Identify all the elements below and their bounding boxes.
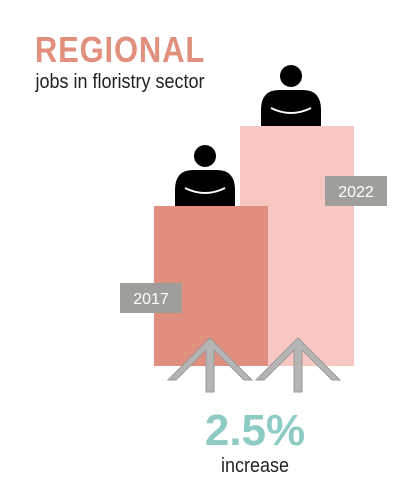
change-note: increase: [220, 455, 290, 477]
person-icon: [261, 65, 321, 126]
chart-title: REGIONAL: [34, 29, 206, 70]
chart-subtitle: jobs in floristry sector: [35, 71, 205, 93]
person-icon: [175, 145, 235, 206]
up-arrows: [166, 337, 342, 393]
change-value: 2.5%: [204, 406, 306, 455]
year-label-box-2017: [120, 283, 182, 313]
year-label-2017: 2017: [133, 291, 169, 308]
up-arrow-icon: [254, 337, 342, 393]
up-arrow-icon: [166, 337, 254, 393]
headline: REGIONAL jobs in floristry sector: [20, 30, 220, 94]
change-summary: 2.5% increase: [165, 408, 345, 478]
icons-layer: [175, 65, 321, 206]
bars-layer: [154, 126, 354, 366]
year-label-2022: 2022: [338, 184, 374, 201]
year-label-box-2022: [325, 176, 387, 206]
labels-layer: 2017 2022: [120, 176, 387, 313]
